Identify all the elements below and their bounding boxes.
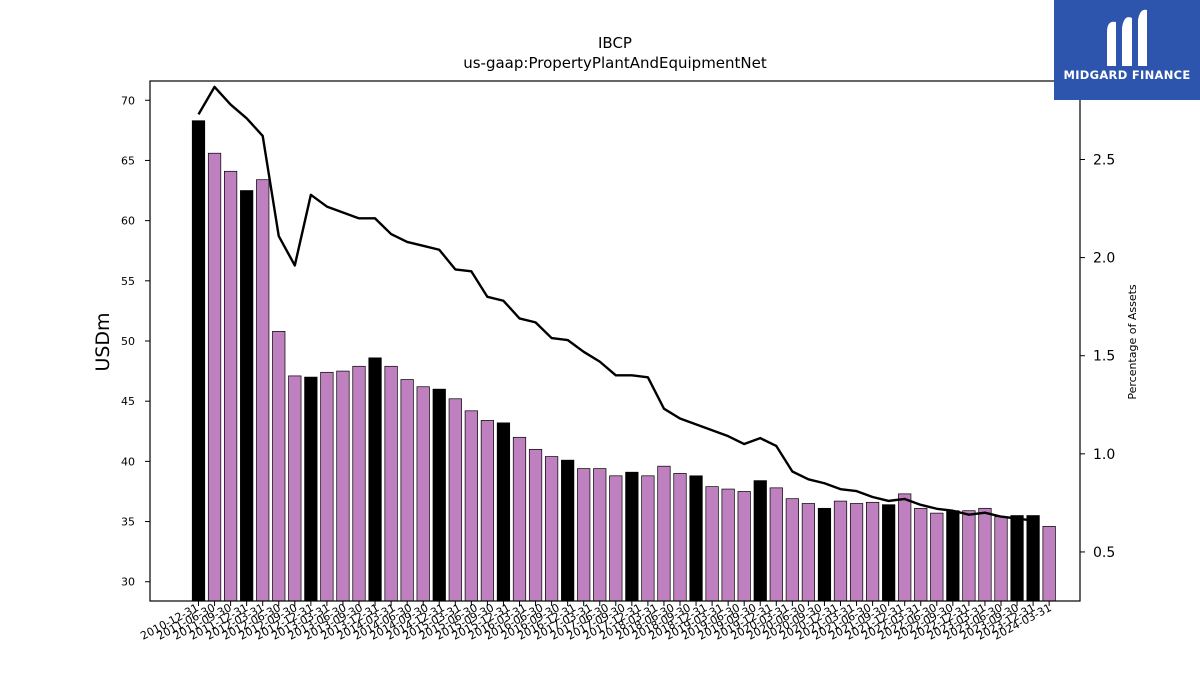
bar-2016-03-31 [528, 448, 543, 602]
chart-title: IBCP [598, 34, 632, 52]
bar-2019-06-30 [737, 491, 751, 602]
y2-axis-label: Percentage of Assets [1126, 284, 1139, 400]
bar-2015-09-30 [496, 422, 511, 602]
bar-2021-03-31 [849, 503, 864, 602]
bar-2014-06-30 [416, 386, 430, 602]
bar-2011-03-31 [207, 152, 222, 602]
bar-2014-09-30 [432, 388, 446, 602]
y-axis-label: USDm [92, 312, 114, 371]
bar-2021-12-31 [898, 493, 912, 602]
bar-2022-06-30 [930, 512, 944, 602]
pct-assets-line [197, 85, 1034, 522]
bar-2017-12-31 [641, 475, 655, 602]
bar-2017-09-30 [625, 471, 639, 602]
bar-2013-03-31 [336, 370, 350, 602]
chart-subtitle: us-gaap:PropertyPlantAndEquipmentNet [463, 54, 767, 72]
bar-2011-12-31 [256, 179, 270, 602]
bar-2022-03-31 [914, 507, 928, 602]
y-tick-label: 60 [121, 215, 135, 228]
bar-2012-06-30 [288, 375, 302, 602]
bar-2018-12-31 [705, 486, 719, 602]
bar-2013-06-30 [352, 365, 366, 602]
bar-2018-03-31 [657, 465, 671, 602]
y-tick-label: 40 [121, 455, 135, 468]
bar-2021-09-30 [882, 504, 896, 602]
y2-tick-label: 2.5 [1093, 152, 1115, 168]
bar-2010-12-31 [191, 120, 206, 602]
logo-text: MIDGARD FINANCE [1063, 68, 1191, 82]
y-tick-label: 55 [121, 275, 135, 288]
bar-2015-06-30 [480, 420, 494, 602]
y2-tick-label: 0.5 [1093, 545, 1115, 561]
bar-2022-12-31 [962, 510, 976, 602]
axes-group: 3035404550556065700.51.01.52.02.52010-12… [121, 94, 1115, 642]
brand-logo: MIDGARD FINANCE [1054, 0, 1200, 100]
bar-2014-12-31 [448, 398, 462, 602]
bar-2013-09-30 [368, 357, 382, 602]
bar-2013-12-31 [384, 365, 398, 602]
y2-tick-label: 1.5 [1093, 349, 1115, 365]
bar-2019-12-31 [769, 487, 783, 602]
bar-2016-09-30 [561, 459, 575, 602]
bar-2019-09-30 [753, 480, 767, 602]
y2-tick-label: 2.0 [1093, 251, 1115, 267]
bar-2024-03-31 [1042, 526, 1056, 602]
y-tick-label: 65 [121, 154, 135, 167]
bar-2017-06-30 [609, 475, 623, 602]
bar-2016-06-30 [544, 456, 559, 602]
bar-2015-03-31 [464, 410, 478, 602]
y-tick-label: 30 [121, 576, 135, 589]
bar-2023-03-31 [978, 507, 992, 602]
bar-2021-06-30 [865, 501, 880, 602]
bar-2011-06-30 [224, 170, 238, 602]
bar-2012-03-31 [272, 331, 286, 602]
y-tick-label: 45 [121, 395, 135, 408]
bar-2018-09-30 [689, 475, 703, 602]
bar-2012-09-30 [304, 376, 318, 602]
bars-group [191, 120, 1056, 602]
bar-2014-03-31 [400, 379, 414, 602]
y-tick-label: 35 [121, 516, 135, 529]
bar-2023-12-31 [1026, 515, 1040, 602]
bar-2015-12-31 [512, 436, 527, 602]
y-tick-label: 70 [121, 94, 135, 107]
bar-2020-03-31 [785, 498, 799, 602]
line-group [197, 85, 1034, 522]
y2-tick-label: 1.0 [1093, 447, 1115, 463]
bar-2022-09-30 [946, 510, 960, 602]
bar-2023-06-30 [994, 516, 1008, 602]
logo-mark-icon [1107, 9, 1147, 66]
bar-2020-12-31 [833, 500, 848, 602]
bar-2023-09-30 [1010, 515, 1024, 602]
bar-2011-09-30 [240, 190, 254, 602]
bar-2016-12-31 [577, 468, 591, 602]
bar-2020-09-30 [817, 507, 832, 602]
bar-2017-03-31 [593, 468, 607, 602]
bar-2012-12-31 [320, 371, 334, 602]
bar-2019-03-31 [721, 488, 735, 602]
bar-2020-06-30 [801, 503, 816, 602]
bar-2018-06-30 [673, 473, 687, 602]
y-tick-label: 50 [121, 335, 135, 348]
